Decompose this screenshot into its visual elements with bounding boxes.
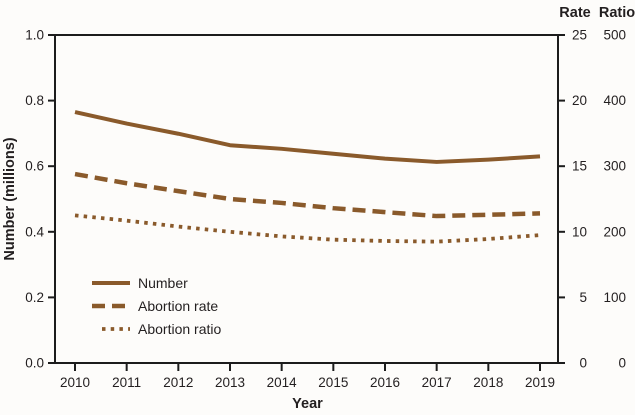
y-axis-tick-label-0.4: 0.4 bbox=[25, 224, 44, 239]
x-axis-tick-label-2013: 2013 bbox=[215, 375, 245, 390]
ratio-axis-tick-label-200: 200 bbox=[603, 224, 626, 239]
series-line-abortion-ratio bbox=[74, 213, 541, 244]
ratio-axis-tick-label-100: 100 bbox=[603, 290, 626, 305]
x-axis-title: Year bbox=[292, 396, 323, 412]
x-axis-tick-label-2017: 2017 bbox=[422, 375, 452, 390]
y-axis-title: Number (millions) bbox=[2, 137, 18, 260]
x-axis-tick-label-2010: 2010 bbox=[60, 375, 90, 390]
y-axis-tick-label-0.2: 0.2 bbox=[25, 290, 44, 305]
ratio-axis-tick-label-300: 300 bbox=[603, 159, 626, 174]
rate-axis-tick-label-5: 5 bbox=[579, 290, 587, 305]
ratio-axis-tick-label-0: 0 bbox=[618, 356, 626, 371]
ratio-axis-tick-label-500: 500 bbox=[603, 28, 626, 43]
y-axis-tick-label-0.6: 0.6 bbox=[25, 159, 44, 174]
series-line-number bbox=[74, 110, 541, 164]
rate-axis-tick-label-10: 10 bbox=[572, 224, 587, 239]
x-axis-tick-label-2011: 2011 bbox=[112, 375, 141, 390]
rate-axis-title: Rate bbox=[559, 5, 590, 21]
rate-axis-tick-label-25: 25 bbox=[572, 28, 587, 43]
legend-label-number: Number bbox=[138, 275, 188, 291]
legend-label-abortion-rate: Abortion rate bbox=[138, 298, 218, 314]
x-axis-tick-label-2014: 2014 bbox=[267, 375, 298, 390]
x-axis-tick-label-2019: 2019 bbox=[525, 375, 555, 390]
legend-label-abortion-ratio: Abortion ratio bbox=[138, 321, 221, 337]
series-line-abortion-rate bbox=[74, 171, 541, 219]
x-axis-tick-label-2015: 2015 bbox=[318, 375, 348, 390]
y-axis-tick-label-1.0: 1.0 bbox=[25, 28, 44, 43]
rate-axis-tick-label-15: 15 bbox=[572, 159, 587, 174]
x-axis-tick-label-2012: 2012 bbox=[163, 375, 193, 390]
rate-axis-tick-label-0: 0 bbox=[579, 356, 587, 371]
y-axis-tick-label-0.8: 0.8 bbox=[25, 93, 44, 108]
x-axis-tick-label-2016: 2016 bbox=[370, 375, 400, 390]
rate-axis-tick-label-20: 20 bbox=[572, 93, 587, 108]
plot-frame bbox=[54, 34, 559, 364]
ratio-axis-tick-label-400: 400 bbox=[603, 93, 626, 108]
y-axis-tick-label-0.0: 0.0 bbox=[25, 356, 44, 371]
x-axis-tick-label-2018: 2018 bbox=[473, 375, 503, 390]
ratio-axis-title: Ratio bbox=[599, 5, 635, 21]
